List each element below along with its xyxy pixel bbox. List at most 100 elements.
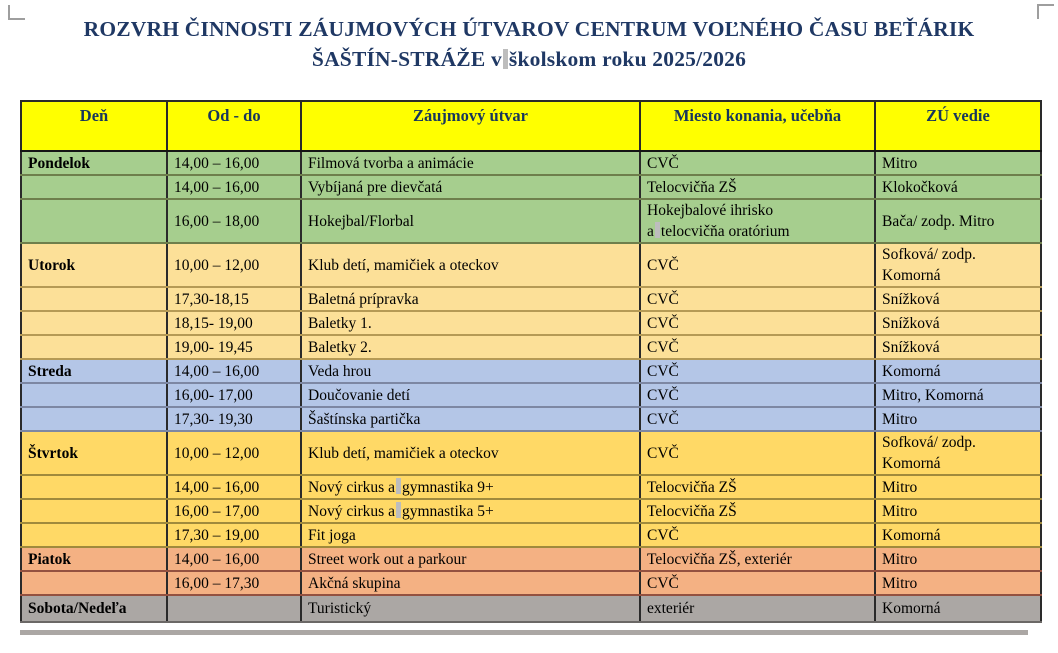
- cell-time[interactable]: 19,00- 19,45: [166, 334, 302, 360]
- document-title-line2[interactable]: ŠAŠTÍN-STRÁŽE v školskom roku 2025/2026: [311, 47, 747, 71]
- cell-leader[interactable]: Komorná: [874, 594, 1042, 623]
- cell-activity[interactable]: Doučovanie detí: [300, 382, 641, 408]
- cell-time[interactable]: 14,00 – 16,00: [166, 150, 302, 176]
- cell-time[interactable]: 16,00 – 17,00: [166, 498, 302, 524]
- schedule-header-row: Deň Od - do Záujmový útvar Miesto konania, …: [20, 100, 1042, 152]
- cell-leader[interactable]: Sofková/ zodp. Komorná: [874, 430, 1042, 476]
- cell-time[interactable]: 17,30- 19,30: [166, 406, 302, 432]
- cell-leader[interactable]: Snížková: [874, 334, 1042, 360]
- cell-activity[interactable]: Nový cirkus a gymnastika 9+: [300, 474, 641, 500]
- cell-leader[interactable]: Mitro: [874, 570, 1042, 596]
- cell-activity[interactable]: Turistický: [300, 594, 641, 623]
- cell-place[interactable]: Hokejbalové ihrisko a telocvičňa oratórium: [639, 198, 876, 244]
- cell-place[interactable]: exteriér: [639, 594, 876, 623]
- cell-day[interactable]: Streda: [20, 358, 168, 384]
- column-header[interactable]: Od - do: [166, 100, 302, 152]
- cell-place[interactable]: CVČ: [639, 406, 876, 432]
- cell-activity[interactable]: Vybíjaná pre dievčatá: [300, 174, 641, 200]
- column-header[interactable]: Miesto konania, učebňa: [639, 100, 876, 152]
- cell-leader[interactable]: Mitro: [874, 498, 1042, 524]
- cell-place[interactable]: Telocvičňa ZŠ, exteriér: [639, 546, 876, 572]
- cell-place[interactable]: CVČ: [639, 334, 876, 360]
- cell-day[interactable]: Štvrtok: [20, 430, 168, 476]
- cell-place[interactable]: CVČ: [639, 358, 876, 384]
- table-row: 16,00 – 17,30 Akčná skupina CVČ Mitro: [20, 570, 1042, 596]
- cell-day[interactable]: Pondelok: [20, 150, 168, 176]
- cell-time[interactable]: 14,00 – 16,00: [166, 174, 302, 200]
- cell-leader[interactable]: Mitro: [874, 474, 1042, 500]
- column-header[interactable]: Záujmový útvar: [300, 100, 641, 152]
- cell-activity[interactable]: Šaštínska partička: [300, 406, 641, 432]
- cell-time[interactable]: 10,00 – 12,00: [166, 430, 302, 476]
- cell-day[interactable]: [20, 498, 168, 524]
- cell-day[interactable]: [20, 522, 168, 548]
- cell-day[interactable]: [20, 174, 168, 200]
- cell-time[interactable]: 17,30-18,15: [166, 286, 302, 312]
- cell-activity[interactable]: Baletky 2.: [300, 334, 641, 360]
- cell-activity[interactable]: Klub detí, mamičiek a oteckov: [300, 242, 641, 288]
- cell-place[interactable]: CVČ: [639, 430, 876, 476]
- cell-activity[interactable]: Hokejbal/Florbal: [300, 198, 641, 244]
- table-row: 18,15- 19,00 Baletky 1. CVČ Snížková: [20, 310, 1042, 336]
- cell-day[interactable]: Utorok: [20, 242, 168, 288]
- cell-leader[interactable]: Mitro: [874, 546, 1042, 572]
- cell-activity[interactable]: Veda hrou: [300, 358, 641, 384]
- cell-place[interactable]: CVČ: [639, 310, 876, 336]
- formatting-mark: [502, 49, 508, 69]
- cell-place[interactable]: Telocvičňa ZŠ: [639, 174, 876, 200]
- cell-place[interactable]: Telocvičňa ZŠ: [639, 498, 876, 524]
- cell-place[interactable]: CVČ: [639, 570, 876, 596]
- cell-day[interactable]: [20, 198, 168, 244]
- cell-day[interactable]: [20, 382, 168, 408]
- cell-activity[interactable]: Akčná skupina: [300, 570, 641, 596]
- cell-place[interactable]: Telocvičňa ZŠ: [639, 474, 876, 500]
- cell-place[interactable]: CVČ: [639, 382, 876, 408]
- cell-time[interactable]: 14,00 – 16,00: [166, 474, 302, 500]
- cell-time[interactable]: 14,00 – 16,00: [166, 546, 302, 572]
- cell-time[interactable]: 16,00 – 17,30: [166, 570, 302, 596]
- cell-place[interactable]: CVČ: [639, 522, 876, 548]
- cell-place[interactable]: CVČ: [639, 242, 876, 288]
- document-title[interactable]: ROZVRH ČINNOSTI ZÁUJMOVÝCH ÚTVAROV CENTR…: [0, 14, 1058, 74]
- cell-day[interactable]: Piatok: [20, 546, 168, 572]
- schedule-table[interactable]: Deň Od - do Záujmový útvar Miesto konania, …: [20, 100, 1042, 623]
- cell-leader[interactable]: Mitro, Komorná: [874, 382, 1042, 408]
- cell-leader[interactable]: Klokočková: [874, 174, 1042, 200]
- cell-day[interactable]: [20, 570, 168, 596]
- cell-leader[interactable]: Komorná: [874, 358, 1042, 384]
- cell-leader[interactable]: Snížková: [874, 286, 1042, 312]
- cell-time[interactable]: 18,15- 19,00: [166, 310, 302, 336]
- cell-time[interactable]: 14,00 – 16,00: [166, 358, 302, 384]
- cell-time[interactable]: [166, 594, 302, 623]
- cell-day[interactable]: [20, 474, 168, 500]
- cell-place[interactable]: CVČ: [639, 150, 876, 176]
- column-header[interactable]: Deň: [20, 100, 168, 152]
- cell-time[interactable]: 17,30 – 19,00: [166, 522, 302, 548]
- cell-leader[interactable]: Bača/ zodp. Mitro: [874, 198, 1042, 244]
- cell-time[interactable]: 10,00 – 12,00: [166, 242, 302, 288]
- cell-activity[interactable]: Filmová tvorba a animácie: [300, 150, 641, 176]
- cell-day[interactable]: Sobota/Nedeľa: [20, 594, 168, 623]
- cell-activity[interactable]: Street work out a parkour: [300, 546, 641, 572]
- cell-leader[interactable]: Snížková: [874, 310, 1042, 336]
- page-corner-mark-top-left: [8, 5, 25, 20]
- cell-leader[interactable]: Sofková/ zodp. Komorná: [874, 242, 1042, 288]
- cell-day[interactable]: [20, 286, 168, 312]
- cell-leader[interactable]: Mitro: [874, 406, 1042, 432]
- cell-leader[interactable]: Komorná: [874, 522, 1042, 548]
- cell-day[interactable]: [20, 310, 168, 336]
- cell-leader[interactable]: Mitro: [874, 150, 1042, 176]
- cell-day[interactable]: [20, 406, 168, 432]
- cell-activity[interactable]: Fit joga: [300, 522, 641, 548]
- cell-activity[interactable]: Baletná prípravka: [300, 286, 641, 312]
- document-title-line1[interactable]: ROZVRH ČINNOSTI ZÁUJMOVÝCH ÚTVAROV CENTR…: [83, 17, 975, 41]
- table-row: Pondelok 14,00 – 16,00 Filmová tvorba a an…: [20, 150, 1042, 176]
- cell-time[interactable]: 16,00 – 18,00: [166, 198, 302, 244]
- cell-activity[interactable]: Klub detí, mamičiek a oteckov: [300, 430, 641, 476]
- cell-activity[interactable]: Baletky 1.: [300, 310, 641, 336]
- cell-activity[interactable]: Nový cirkus a gymnastika 5+: [300, 498, 641, 524]
- cell-place[interactable]: CVČ: [639, 286, 876, 312]
- cell-time[interactable]: 16,00- 17,00: [166, 382, 302, 408]
- column-header[interactable]: ZÚ vedie: [874, 100, 1042, 152]
- cell-day[interactable]: [20, 334, 168, 360]
